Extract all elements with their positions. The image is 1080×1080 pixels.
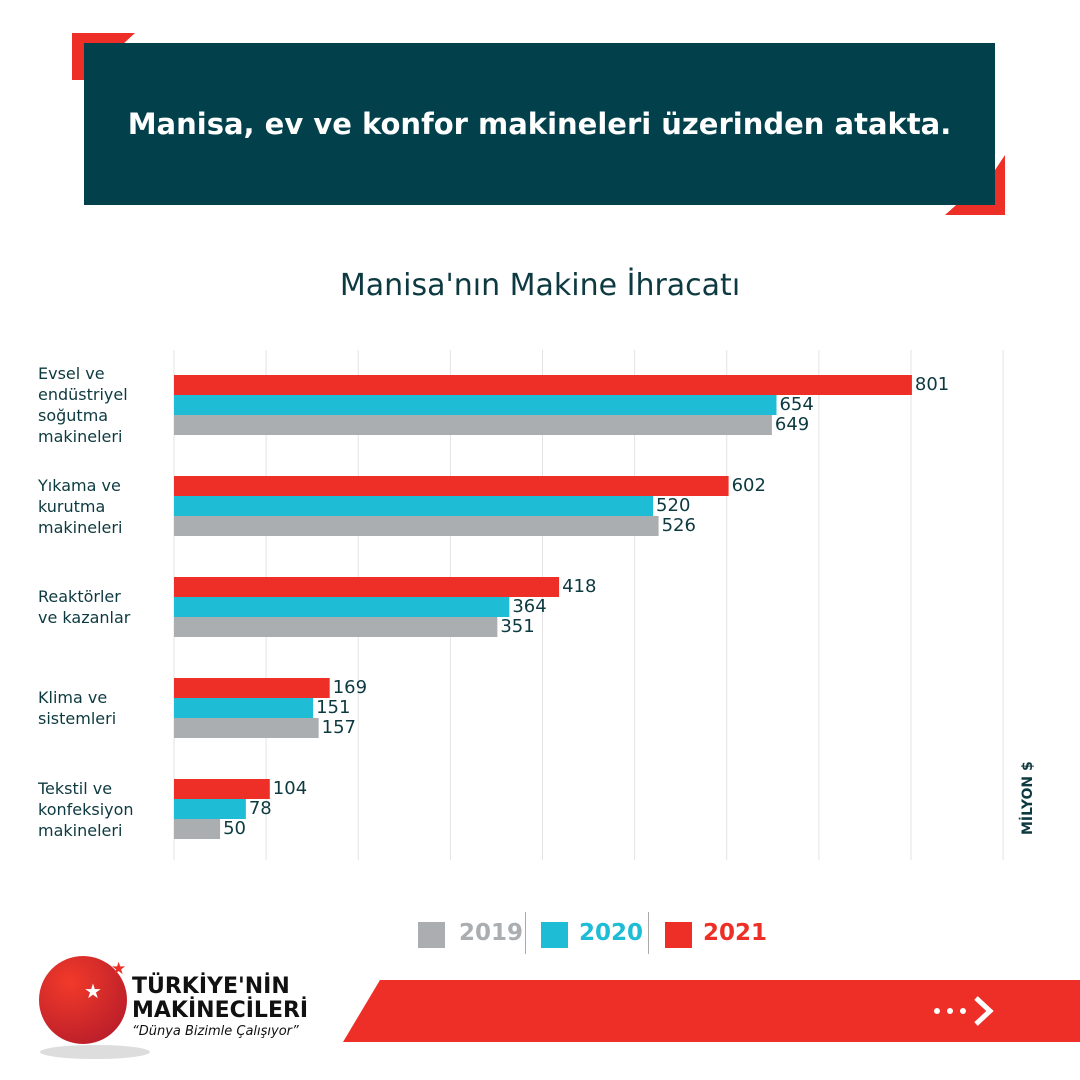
star-icon: ★ <box>84 979 102 1003</box>
category-label: Reaktörler ve kazanlar <box>38 586 130 628</box>
data-label: 157 <box>321 717 356 738</box>
data-label: 526 <box>661 515 696 536</box>
bar-2019 <box>174 415 772 435</box>
legend-label-2019: 2019 <box>459 920 524 946</box>
legend-swatch-2020 <box>541 922 568 948</box>
category-label: Tekstil ve konfeksiyon makineleri <box>38 778 134 841</box>
legend-divider <box>525 912 526 954</box>
data-label: 602 <box>731 475 766 496</box>
category-label-line: Reaktörler <box>38 587 121 606</box>
category-label-line: konfeksiyon <box>38 799 134 819</box>
bar-2019 <box>174 819 221 839</box>
data-label: 418 <box>562 576 597 597</box>
data-label: 801 <box>914 374 950 395</box>
category-label-line: Yıkama ve <box>38 475 121 495</box>
category-label-line: makineleri <box>38 820 123 840</box>
data-label: 520 <box>656 495 691 516</box>
chart-title: Manisa'nın Makine İhracatı <box>339 268 741 303</box>
legend-label-2020: 2020 <box>579 920 644 946</box>
headline-banner: Manisa, ev ve konfor makineleri üzerinde… <box>84 43 995 205</box>
bar-2021 <box>174 678 330 698</box>
category-label-line: Evsel ve <box>38 364 105 383</box>
category-label-line: makineleri <box>38 427 123 446</box>
bar-2019 <box>174 617 498 637</box>
footer-band <box>343 980 1080 1042</box>
logo-line1: TÜRKİYE'NİN <box>132 974 290 999</box>
category-label-line: makineleri <box>38 517 123 537</box>
category-label: Evsel ve endüstriyel soğutma makineleri <box>38 363 128 447</box>
bar-2021 <box>174 375 912 395</box>
data-label: 169 <box>332 677 368 698</box>
unit-label: MİLYON $ <box>1020 761 1036 835</box>
bar-2020 <box>174 698 314 718</box>
logo-text: TÜRKİYE'NİN MAKİNECİLERİ “Dünya Bizimle … <box>132 975 308 1041</box>
legend-label-2021: 2021 <box>703 920 768 946</box>
logo-circle <box>39 956 127 1044</box>
category-label: Yıkama ve kurutma makineleri <box>38 475 122 538</box>
slogan: “Dünya Bizimle Çalışıyor” <box>132 1024 299 1039</box>
legend-divider <box>648 912 649 954</box>
bar-2020 <box>174 395 777 415</box>
bar-2019 <box>174 516 659 536</box>
star-icon: ★ <box>111 959 126 979</box>
legend-swatch-2019 <box>418 922 445 948</box>
chevron-right-icon[interactable] <box>974 996 994 1026</box>
bar-2020 <box>174 799 246 819</box>
category-label-line: endüstriyel <box>38 385 128 404</box>
legend-swatch-2021 <box>665 922 692 948</box>
category-label-line: ve kazanlar <box>38 608 131 627</box>
logo-shadow <box>40 1045 150 1059</box>
bar-2021 <box>174 476 729 496</box>
category-label-line: sistemleri <box>38 709 117 728</box>
data-label: 364 <box>512 596 547 617</box>
arrow-dot[interactable] <box>960 1008 966 1014</box>
logo-line2: MAKİNECİLERİ <box>132 998 309 1023</box>
category-label-line: Tekstil ve <box>38 778 113 798</box>
data-label: 50 <box>223 818 246 839</box>
category-label-line: kurutma <box>38 496 106 516</box>
data-label: 104 <box>272 778 308 799</box>
category-label-line: Klima ve <box>38 688 108 707</box>
headline: Manisa, ev ve konfor makineleri üzerinde… <box>127 107 952 141</box>
bar-2021 <box>174 779 270 799</box>
arrow-dot[interactable] <box>947 1008 953 1014</box>
data-label: 351 <box>500 616 535 637</box>
data-label: 78 <box>248 798 272 819</box>
data-label: 649 <box>774 414 810 435</box>
data-label: 654 <box>779 394 814 415</box>
bar-2020 <box>174 496 654 516</box>
bar-2020 <box>174 597 510 617</box>
category-label-line: soğutma <box>38 406 109 425</box>
category-label: Klima ve sistemleri <box>38 687 116 729</box>
bar-2021 <box>174 577 560 597</box>
data-label: 151 <box>316 697 351 718</box>
arrow-dot[interactable] <box>934 1008 940 1014</box>
bar-2019 <box>174 718 319 738</box>
